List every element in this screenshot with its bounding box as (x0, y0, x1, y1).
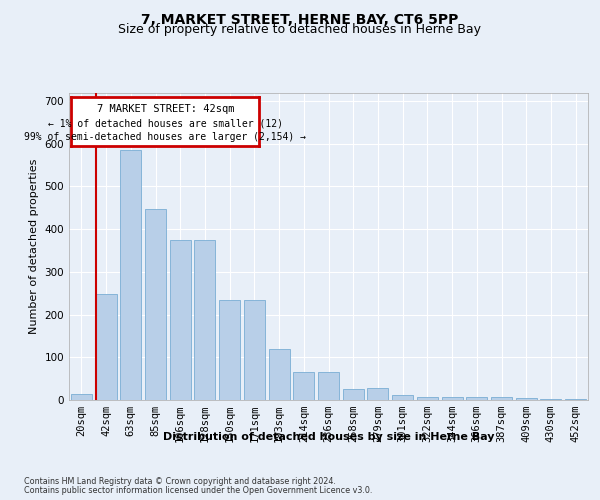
Bar (145, 209, 166, 400)
Bar (491, 397, 512, 400)
Bar (71, 394, 92, 400)
Text: 7 MARKET STREET: 42sqm: 7 MARKET STREET: 42sqm (97, 104, 234, 114)
Bar (170, 240, 191, 400)
Text: Size of property relative to detached houses in Herne Bay: Size of property relative to detached ho… (119, 22, 482, 36)
Bar (565, 399, 586, 400)
Bar (244, 300, 265, 400)
Bar (516, 398, 537, 400)
Y-axis label: Number of detached properties: Number of detached properties (29, 158, 39, 334)
Bar (269, 349, 290, 400)
Bar (219, 300, 240, 400)
Text: 99% of semi-detached houses are larger (2,154) →: 99% of semi-detached houses are larger (… (25, 132, 307, 142)
Bar (318, 372, 339, 400)
Bar (392, 395, 413, 400)
Bar (442, 396, 463, 400)
Text: ← 1% of detached houses are smaller (12): ← 1% of detached houses are smaller (12) (48, 118, 283, 128)
Bar (466, 397, 487, 400)
Bar (120, 150, 141, 400)
Bar (541, 399, 562, 400)
Text: 7, MARKET STREET, HERNE BAY, CT6 5PP: 7, MARKET STREET, HERNE BAY, CT6 5PP (142, 12, 458, 26)
Bar (293, 372, 314, 400)
Text: Contains HM Land Registry data © Crown copyright and database right 2024.: Contains HM Land Registry data © Crown c… (24, 478, 336, 486)
Text: Distribution of detached houses by size in Herne Bay: Distribution of detached houses by size … (163, 432, 494, 442)
Bar (367, 388, 388, 400)
Bar (343, 390, 364, 400)
Bar (95, 294, 116, 400)
Text: Contains public sector information licensed under the Open Government Licence v3: Contains public sector information licen… (24, 486, 373, 495)
Bar (417, 396, 438, 400)
Bar (194, 240, 215, 400)
